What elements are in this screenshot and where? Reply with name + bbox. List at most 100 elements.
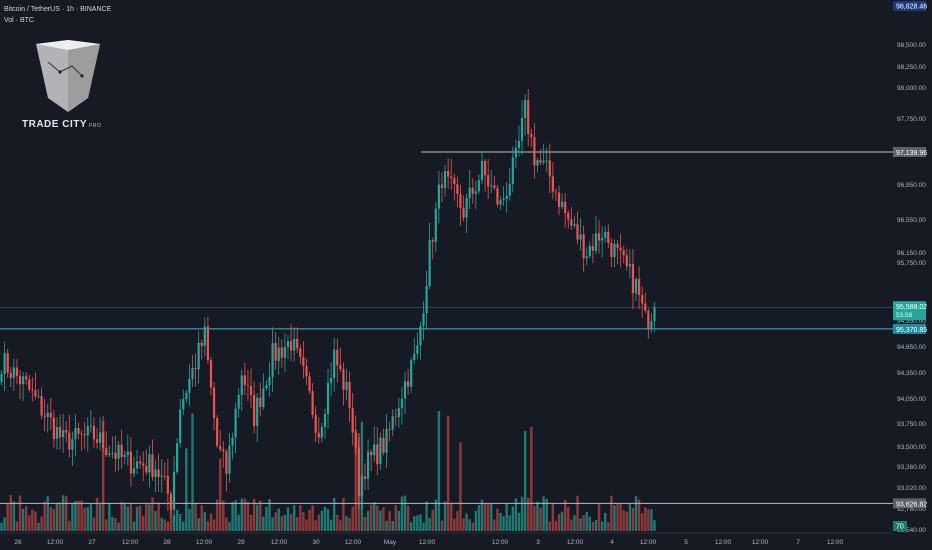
candle: [28, 374, 31, 393]
candle: [129, 437, 132, 487]
candle-body: [296, 338, 299, 349]
volume-bar: [468, 519, 471, 531]
candle-body: [391, 416, 394, 430]
candle-body: [40, 396, 43, 416]
candle-body: [628, 264, 631, 267]
candle: [262, 373, 265, 410]
candle-body: [502, 199, 505, 201]
candle-body: [407, 381, 410, 387]
volume-bar: [637, 499, 641, 531]
candle-body: [557, 192, 561, 208]
volume-bar: [422, 522, 425, 531]
candle-body: [634, 279, 638, 294]
candle-body: [400, 398, 404, 409]
candle-body: [0, 373, 3, 382]
candle-body: [105, 447, 108, 456]
time-tick-label: 26: [14, 539, 22, 546]
candle-body: [200, 342, 203, 346]
volume-bar: [345, 516, 348, 531]
candle: [314, 406, 317, 443]
candle-body: [34, 390, 37, 397]
candle-body: [545, 160, 548, 162]
volume-bar: [111, 517, 114, 531]
time-tick-label: 12:00: [271, 539, 288, 546]
volume-line: Vol · BTC: [4, 17, 34, 24]
candle-body: [459, 194, 462, 209]
volume-label: 70: [896, 524, 904, 531]
candle-body: [277, 347, 280, 361]
volume-bar: [274, 512, 277, 531]
candle-body: [37, 396, 40, 397]
volume-bar: [486, 503, 490, 531]
candle: [9, 366, 12, 388]
candle-body: [71, 439, 74, 450]
time-tick-label: 12:00: [47, 539, 64, 546]
time-tick-label: 12:00: [827, 539, 844, 546]
candle: [293, 327, 296, 362]
volume-bar: [465, 513, 468, 531]
price-tick-label: 98,250.00: [897, 64, 926, 71]
candle-body: [320, 427, 323, 438]
candle: [188, 363, 191, 407]
candle-body: [142, 463, 145, 467]
price-tick-label: 95,750.00: [897, 260, 926, 267]
candle-body: [172, 471, 176, 510]
volume-bar: [453, 518, 456, 531]
candle-body: [249, 385, 253, 395]
candle: [151, 439, 154, 481]
candle-body: [348, 382, 351, 408]
volume-bar: [508, 515, 511, 531]
candle: [95, 427, 99, 449]
volume-bar: [400, 496, 404, 531]
candle-body: [468, 187, 471, 199]
candle-body: [437, 184, 440, 209]
candle: [490, 169, 493, 193]
candle-body: [271, 343, 274, 377]
volume-bar: [588, 516, 592, 531]
candle: [179, 398, 182, 448]
volume-bar: [644, 507, 647, 531]
volume-bar: [145, 503, 148, 531]
candle: [197, 331, 200, 385]
price-tick-label: 94,650.00: [897, 344, 926, 351]
volume-bar: [527, 497, 530, 531]
candle: [99, 417, 102, 451]
candle: [557, 185, 561, 216]
candle: [86, 417, 89, 452]
volume-bar: [628, 504, 632, 531]
time-tick-label: 12:00: [715, 539, 732, 546]
candle-body: [169, 493, 173, 510]
volume-bar: [502, 516, 505, 531]
candle-body: [382, 437, 385, 453]
candle: [302, 341, 305, 379]
candle: [391, 409, 394, 436]
candle-body: [139, 461, 142, 464]
candle-body: [360, 476, 363, 496]
candle: [514, 139, 517, 169]
candle: [462, 195, 465, 222]
candle-body: [228, 445, 231, 474]
volume-bar: [311, 505, 314, 531]
volume-bar: [533, 505, 536, 531]
candle-body: [416, 345, 419, 354]
price-axis-bg: [893, 0, 932, 550]
candle: [505, 182, 508, 214]
candle: [520, 100, 524, 155]
volume-bar: [182, 521, 185, 531]
candle-body: [314, 414, 317, 433]
volume-bar: [255, 504, 259, 531]
chart-header: Bitcoin / TetherUS · 1h · BINANCE Vol · …: [4, 4, 111, 26]
candle-body: [89, 425, 92, 427]
candle-body: [428, 240, 431, 287]
candle: [268, 361, 271, 398]
candle-body: [283, 347, 286, 358]
candle: [126, 434, 129, 466]
volume-bar: [129, 502, 133, 531]
volume-bar: [3, 517, 6, 531]
volume-bar: [382, 507, 385, 531]
candle: [382, 428, 385, 456]
candle-body: [650, 321, 653, 329]
candle-body: [607, 231, 610, 243]
